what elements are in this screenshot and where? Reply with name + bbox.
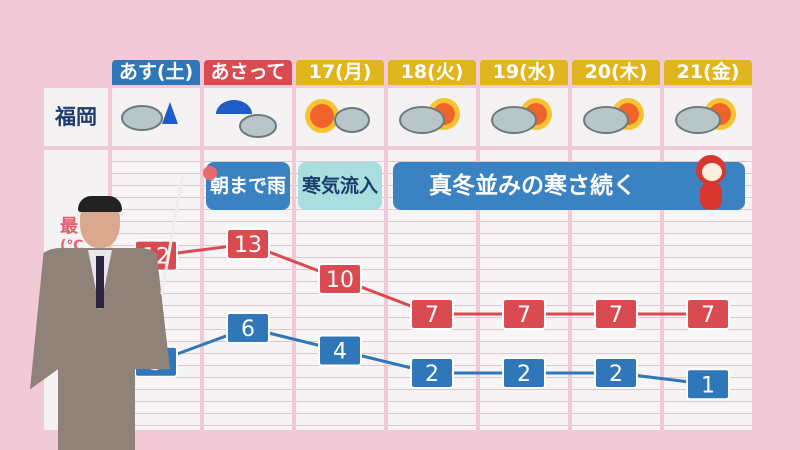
low-temp-marker [594,357,638,389]
low-temp-label: 2 [425,362,439,387]
weather-cloudy-then-rain-icon [112,88,200,146]
high-temp-label: 13 [234,233,262,258]
high-temp-marker [410,298,454,331]
low-temp-marker [226,312,270,344]
high-temp-marker [594,298,638,331]
weather-rain-then-cloudy-icon [204,88,292,146]
weather-cloudy-sometimes-sunny-icon [664,88,752,146]
low-temp-label: 2 [517,362,531,387]
low-temp-label: 1 [701,373,715,398]
low-temp-label: 2 [609,362,623,387]
presenter [30,196,170,450]
day-header: 20(木) [572,60,660,85]
mascot-character [694,155,728,213]
high-temp-marker [226,227,270,260]
day-header: 17(月) [296,60,384,85]
weather-cloudy-sometimes-sunny-icon [388,88,476,146]
high-temp-label: 7 [609,303,623,328]
location-cell: 福岡 [44,88,108,146]
low-temp-marker [410,357,454,389]
weather-cloudy-sometimes-sunny-icon [572,88,660,146]
note-midwinter-cold: 真冬並みの寒さ続く [393,162,745,210]
high-temp-label: 7 [701,303,715,328]
high-temp-label: 7 [425,303,439,328]
weather-sunny-then-cloudy-icon [296,88,384,146]
low-temp-marker [318,334,362,367]
high-temp-label: 7 [517,303,531,328]
note-cold-air-inflow: 寒気流入 [298,162,382,210]
high-temp-label: 10 [326,268,354,293]
pointer-tip [203,166,217,180]
low-temp-label: 6 [241,317,255,342]
low-temp-marker [686,368,730,401]
day-header: 18(火) [388,60,476,85]
note-rain-until-morning: 朝まで雨 [206,162,290,210]
day-header: 19(水) [480,60,568,85]
low-temp-marker [502,357,546,389]
day-header: あす(土) [112,60,200,85]
low-temp-label: 4 [333,340,347,365]
high-temp-marker [686,298,730,331]
high-temp-marker [318,263,362,295]
day-header: 21(金) [664,60,752,85]
weather-cloudy-sometimes-sunny-icon [480,88,568,146]
high-temp-marker [502,298,546,331]
row-label: 最 [60,216,78,237]
